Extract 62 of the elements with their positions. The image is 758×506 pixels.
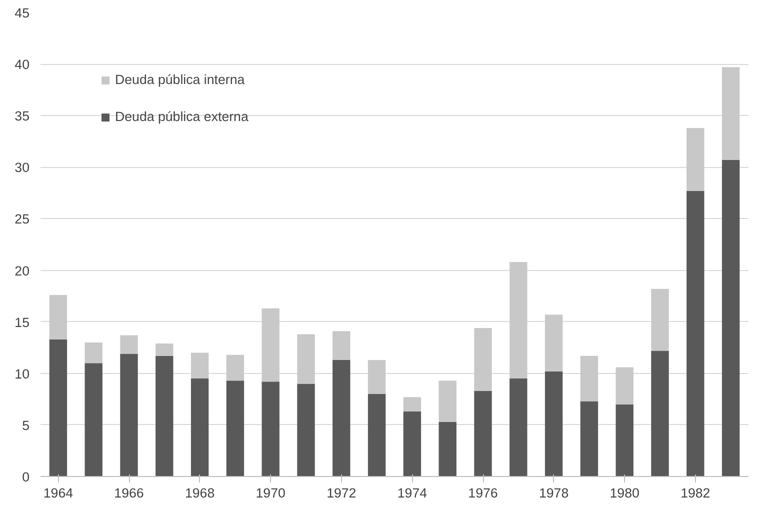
x-tick-label: 1978	[538, 486, 569, 500]
bar	[616, 367, 634, 404]
bar	[120, 335, 138, 354]
y-tick-label: 20	[14, 263, 30, 278]
bar	[438, 422, 456, 476]
bar	[297, 384, 315, 476]
bar	[332, 360, 350, 476]
bar	[616, 404, 634, 476]
y-tick-label: 15	[14, 314, 30, 330]
y-tick-label: 45	[14, 6, 30, 20]
legend-label: Deuda pública interna	[115, 72, 245, 87]
x-tick-label: 1972	[326, 486, 356, 500]
bar	[84, 363, 102, 476]
legend-label: Deuda pública externa	[115, 109, 248, 124]
bar	[510, 378, 528, 476]
bar	[651, 288, 669, 351]
bar	[544, 371, 563, 476]
y-tick-label: 30	[14, 160, 30, 176]
x-tick-label: 1982	[680, 486, 710, 500]
bar	[580, 401, 598, 476]
bar	[332, 331, 350, 360]
y-tick-label: 10	[14, 366, 30, 382]
bar	[49, 295, 68, 340]
bar	[686, 190, 704, 476]
bar	[226, 380, 244, 476]
y-tick-label: 40	[14, 57, 30, 72]
bar	[120, 354, 138, 476]
bar	[368, 360, 386, 394]
x-tick-label: 1974	[397, 486, 428, 500]
bar	[226, 354, 244, 381]
x-tick-label: 1966	[114, 486, 144, 500]
bar	[544, 314, 563, 372]
bar	[474, 390, 492, 476]
bar	[262, 308, 280, 382]
y-tick-label: 35	[14, 108, 30, 124]
bar	[262, 382, 280, 476]
bar	[84, 342, 102, 364]
bar	[580, 356, 598, 402]
x-tick-label: 1968	[184, 486, 215, 500]
x-tick-label: 1976	[468, 486, 498, 500]
bar	[686, 128, 704, 191]
x-tick-label: 1980	[610, 486, 640, 500]
bar	[722, 160, 740, 476]
bar	[510, 262, 528, 379]
bar	[438, 380, 456, 422]
x-tick-label: 1970	[256, 486, 286, 500]
bar	[403, 397, 422, 412]
y-tick-label: 5	[22, 418, 30, 433]
bar	[190, 378, 209, 476]
bar	[297, 334, 315, 384]
bar	[403, 412, 422, 476]
bar	[156, 343, 174, 356]
bar	[651, 350, 669, 476]
x-tick-label: 1964	[43, 486, 74, 500]
bar	[190, 352, 209, 379]
bar	[156, 356, 174, 476]
bar	[49, 339, 68, 476]
bar	[474, 328, 492, 391]
bar	[722, 67, 740, 160]
bar	[368, 394, 386, 476]
y-tick-label: 25	[14, 212, 30, 227]
y-tick-label: 0	[22, 470, 30, 484]
